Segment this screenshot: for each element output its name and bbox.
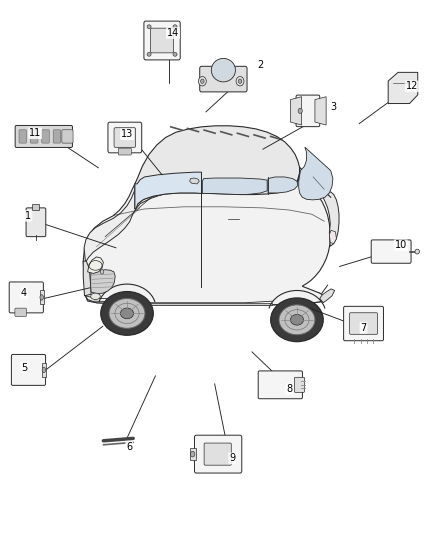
- Polygon shape: [39, 290, 44, 304]
- FancyBboxPatch shape: [15, 308, 26, 317]
- Text: 6: 6: [126, 442, 132, 451]
- FancyBboxPatch shape: [144, 21, 180, 60]
- FancyBboxPatch shape: [194, 435, 242, 473]
- Ellipse shape: [147, 52, 151, 56]
- FancyBboxPatch shape: [118, 148, 131, 155]
- FancyBboxPatch shape: [296, 95, 320, 127]
- FancyBboxPatch shape: [42, 130, 49, 143]
- FancyBboxPatch shape: [15, 125, 72, 148]
- Text: 12: 12: [406, 82, 418, 91]
- Text: 9: 9: [229, 454, 235, 463]
- Polygon shape: [84, 172, 201, 261]
- Text: 5: 5: [21, 363, 27, 373]
- Ellipse shape: [191, 451, 195, 457]
- Polygon shape: [149, 303, 272, 305]
- Text: 4: 4: [21, 288, 27, 298]
- Ellipse shape: [40, 295, 43, 300]
- Polygon shape: [322, 192, 339, 246]
- Ellipse shape: [298, 108, 302, 114]
- Polygon shape: [329, 230, 336, 244]
- Ellipse shape: [91, 293, 100, 300]
- Polygon shape: [315, 96, 326, 125]
- Polygon shape: [42, 363, 46, 377]
- Text: 14: 14: [167, 28, 179, 38]
- Polygon shape: [320, 289, 335, 303]
- Ellipse shape: [290, 314, 304, 325]
- Text: 3: 3: [330, 102, 336, 111]
- Text: 13: 13: [121, 130, 133, 139]
- Ellipse shape: [271, 298, 323, 342]
- FancyBboxPatch shape: [204, 443, 231, 465]
- Polygon shape: [83, 172, 330, 305]
- Bar: [32, 204, 39, 210]
- Polygon shape: [299, 147, 333, 200]
- FancyBboxPatch shape: [9, 282, 43, 313]
- Ellipse shape: [201, 79, 204, 83]
- Ellipse shape: [147, 25, 151, 29]
- Ellipse shape: [238, 79, 242, 83]
- Ellipse shape: [109, 298, 145, 328]
- Polygon shape: [202, 178, 267, 195]
- Polygon shape: [88, 257, 103, 273]
- Ellipse shape: [42, 367, 46, 373]
- Ellipse shape: [100, 270, 104, 274]
- Ellipse shape: [120, 308, 134, 319]
- Text: 10: 10: [395, 240, 407, 250]
- FancyBboxPatch shape: [114, 128, 136, 147]
- Text: 1: 1: [25, 211, 32, 221]
- Polygon shape: [135, 172, 201, 209]
- Ellipse shape: [173, 52, 177, 56]
- FancyBboxPatch shape: [200, 66, 247, 92]
- Polygon shape: [190, 178, 199, 184]
- Ellipse shape: [279, 305, 315, 335]
- FancyBboxPatch shape: [11, 354, 46, 385]
- FancyBboxPatch shape: [343, 306, 384, 341]
- Text: 2: 2: [258, 60, 264, 70]
- FancyBboxPatch shape: [350, 313, 378, 334]
- Ellipse shape: [211, 59, 236, 82]
- Polygon shape: [91, 270, 115, 294]
- FancyBboxPatch shape: [371, 240, 411, 263]
- Text: 8: 8: [286, 384, 292, 394]
- FancyBboxPatch shape: [53, 130, 61, 143]
- Polygon shape: [135, 126, 300, 209]
- Polygon shape: [85, 287, 326, 305]
- Text: 7: 7: [360, 323, 367, 333]
- Polygon shape: [290, 96, 302, 125]
- Ellipse shape: [101, 292, 153, 335]
- Text: 11: 11: [29, 128, 41, 138]
- FancyBboxPatch shape: [258, 371, 302, 399]
- Polygon shape: [268, 177, 298, 193]
- Ellipse shape: [236, 77, 244, 86]
- Ellipse shape: [415, 249, 420, 254]
- Polygon shape: [83, 261, 91, 296]
- FancyBboxPatch shape: [294, 377, 304, 392]
- Polygon shape: [388, 72, 418, 103]
- FancyBboxPatch shape: [19, 130, 27, 143]
- FancyBboxPatch shape: [151, 28, 173, 53]
- FancyBboxPatch shape: [108, 122, 142, 153]
- FancyBboxPatch shape: [62, 130, 73, 143]
- FancyBboxPatch shape: [30, 130, 38, 143]
- Polygon shape: [190, 448, 196, 460]
- Ellipse shape: [198, 77, 206, 86]
- FancyBboxPatch shape: [26, 208, 46, 237]
- Ellipse shape: [173, 25, 177, 29]
